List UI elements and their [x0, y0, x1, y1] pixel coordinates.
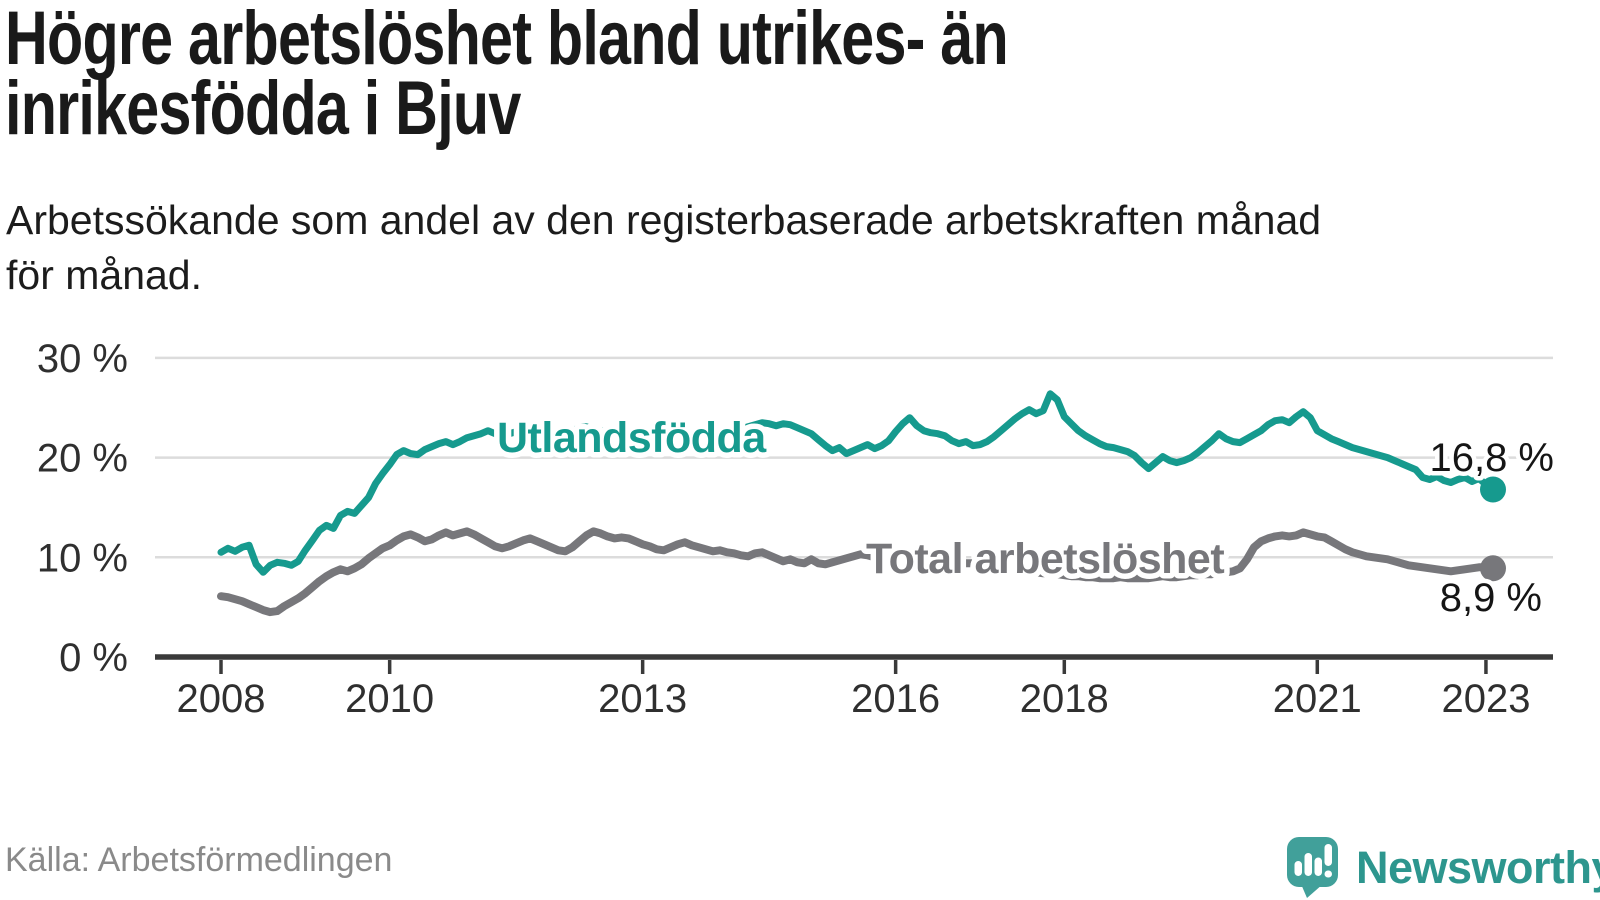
series-end-dot-utlandsf-dda	[1480, 476, 1506, 503]
x-axis-tick-label-2016: 2016	[851, 677, 940, 721]
y-axis-tick-label-30: 30 %	[37, 337, 128, 381]
series-end-label-utlandsf-dda: 16,8 %	[1429, 436, 1554, 480]
source-note: Källa: Arbetsförmedlingen	[5, 841, 393, 879]
page-title-line-1: Högre arbetslöshet bland utrikes- än	[5, 0, 1009, 81]
x-axis-tick-label-2023: 2023	[1441, 677, 1530, 721]
page-title: Högre arbetslöshet bland utrikes- än inr…	[5, 0, 1009, 151]
page-subtitle-line-2: för månad.	[6, 252, 202, 298]
newsworthy-wordmark: Newsworthy	[1356, 842, 1600, 893]
x-axis-tick-label-2010: 2010	[345, 677, 434, 721]
series-end-dot-total-arbetsl-shet	[1480, 555, 1506, 582]
series-label-total-arbetsl-shet: Total arbetslöshet	[866, 535, 1224, 583]
series-line-utlandsf-dda	[217, 390, 1497, 576]
y-axis-tick-label-0: 0 %	[59, 636, 128, 680]
series-label-utlandsf-dda: Utlandsfödda	[497, 414, 767, 462]
page-subtitle-line-1: Arbetssökande som andel av den registerb…	[6, 197, 1322, 243]
x-axis-tick-label-2021: 2021	[1273, 677, 1362, 721]
page-subtitle: Arbetssökande som andel av den registerb…	[6, 193, 1321, 303]
y-axis-tick-label-20: 20 %	[37, 437, 128, 481]
x-axis-tick-label-2013: 2013	[598, 677, 687, 721]
x-axis-tick-label-2018: 2018	[1020, 677, 1109, 721]
newsworthy-logo-icon	[1287, 837, 1338, 898]
x-axis-tick-label-2008: 2008	[177, 677, 266, 721]
series-line-total-arbetsl-shet	[217, 527, 1497, 617]
y-axis-tick-label-10: 10 %	[37, 536, 128, 580]
page-title-line-2: inrikesfödda i Bjuv	[5, 66, 521, 151]
newsworthy-brand: Newsworthy	[1286, 837, 1600, 899]
series-end-label-total-arbetsl-shet: 8,9 %	[1440, 576, 1542, 620]
